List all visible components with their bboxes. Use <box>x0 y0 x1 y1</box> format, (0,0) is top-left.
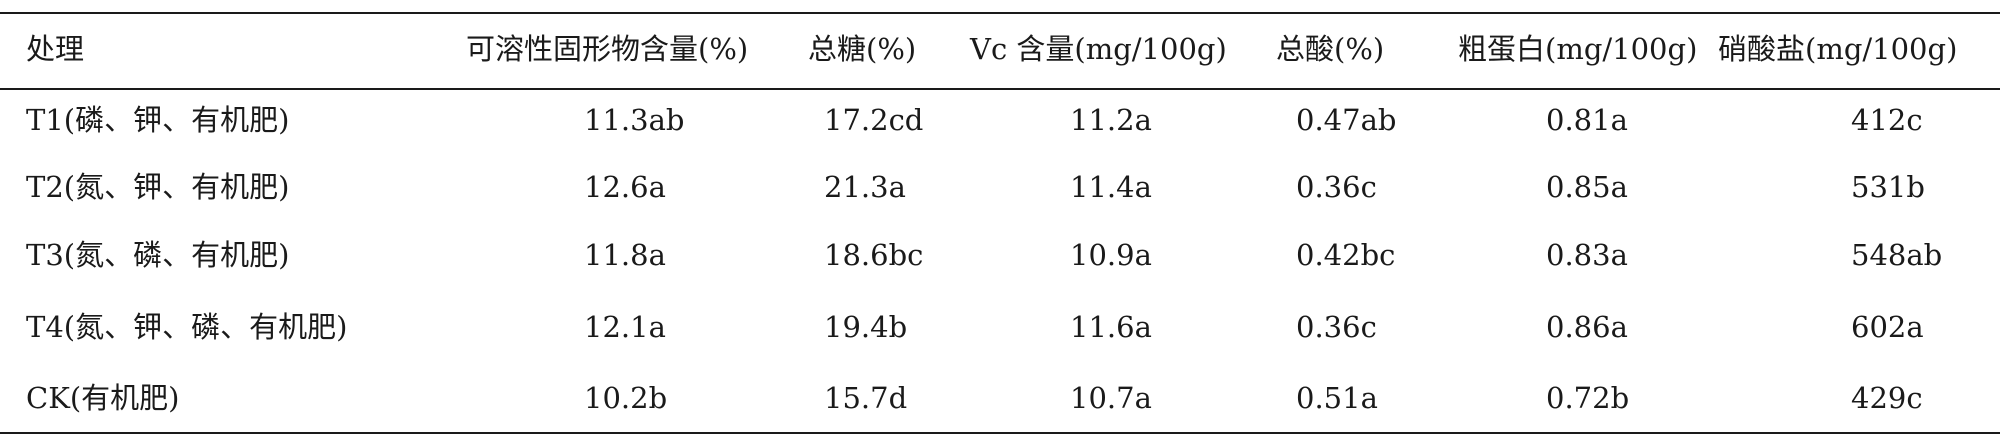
header-total-acid: 总酸(%) <box>1276 32 1385 66</box>
cell-treatment: T4(氮、钾、磷、有机肥) <box>26 310 348 344</box>
cell-crude-protein: 0.86a <box>1546 310 1628 344</box>
cell-soluble-solids: 10.2b <box>584 381 668 415</box>
cell-vc-content: 11.4a <box>1070 170 1152 204</box>
cell-total-acid: 0.47ab <box>1296 103 1397 137</box>
header-treatment: 处理 <box>26 32 85 66</box>
cell-soluble-solids: 11.3ab <box>584 103 685 137</box>
cell-total-sugar: 17.2cd <box>824 103 924 137</box>
header-rule <box>0 88 2000 90</box>
cell-nitrate: 412c <box>1851 103 1923 137</box>
cell-treatment: T3(氮、磷、有机肥) <box>26 238 290 272</box>
header-total-sugar: 总糖(%) <box>808 32 917 66</box>
cell-treatment: T1(磷、钾、有机肥) <box>26 103 290 137</box>
header-vc-content: Vc 含量(mg/100g) <box>970 32 1227 66</box>
cell-total-sugar: 21.3a <box>824 170 906 204</box>
cell-vc-content: 11.6a <box>1070 310 1152 344</box>
cell-nitrate: 548ab <box>1851 238 1943 272</box>
cell-total-acid: 0.36c <box>1296 310 1377 344</box>
cell-total-acid: 0.36c <box>1296 170 1377 204</box>
cell-total-sugar: 18.6bc <box>824 238 924 272</box>
cell-nitrate: 429c <box>1851 381 1923 415</box>
cell-total-sugar: 19.4b <box>824 310 908 344</box>
header-soluble-solids: 可溶性固形物含量(%) <box>466 32 749 66</box>
cell-vc-content: 11.2a <box>1070 103 1152 137</box>
cell-vc-content: 10.9a <box>1070 238 1152 272</box>
cell-soluble-solids: 11.8a <box>584 238 666 272</box>
cell-total-acid: 0.42bc <box>1296 238 1396 272</box>
cell-crude-protein: 0.81a <box>1546 103 1628 137</box>
cell-treatment: CK(有机肥) <box>26 381 180 415</box>
cell-nitrate: 602a <box>1851 310 1924 344</box>
cell-soluble-solids: 12.6a <box>584 170 666 204</box>
cell-vc-content: 10.7a <box>1070 381 1152 415</box>
cell-soluble-solids: 12.1a <box>584 310 666 344</box>
cell-total-acid: 0.51a <box>1296 381 1378 415</box>
top-rule <box>0 12 2000 14</box>
cell-nitrate: 531b <box>1851 170 1925 204</box>
cell-crude-protein: 0.85a <box>1546 170 1628 204</box>
cell-total-sugar: 15.7d <box>824 381 908 415</box>
cell-treatment: T2(氮、钾、有机肥) <box>26 170 290 204</box>
header-crude-protein: 粗蛋白(mg/100g) <box>1458 32 1698 66</box>
bottom-rule <box>0 432 2000 434</box>
cell-crude-protein: 0.83a <box>1546 238 1628 272</box>
cell-crude-protein: 0.72b <box>1546 381 1630 415</box>
header-nitrate: 硝酸盐(mg/100g) <box>1718 32 1958 66</box>
